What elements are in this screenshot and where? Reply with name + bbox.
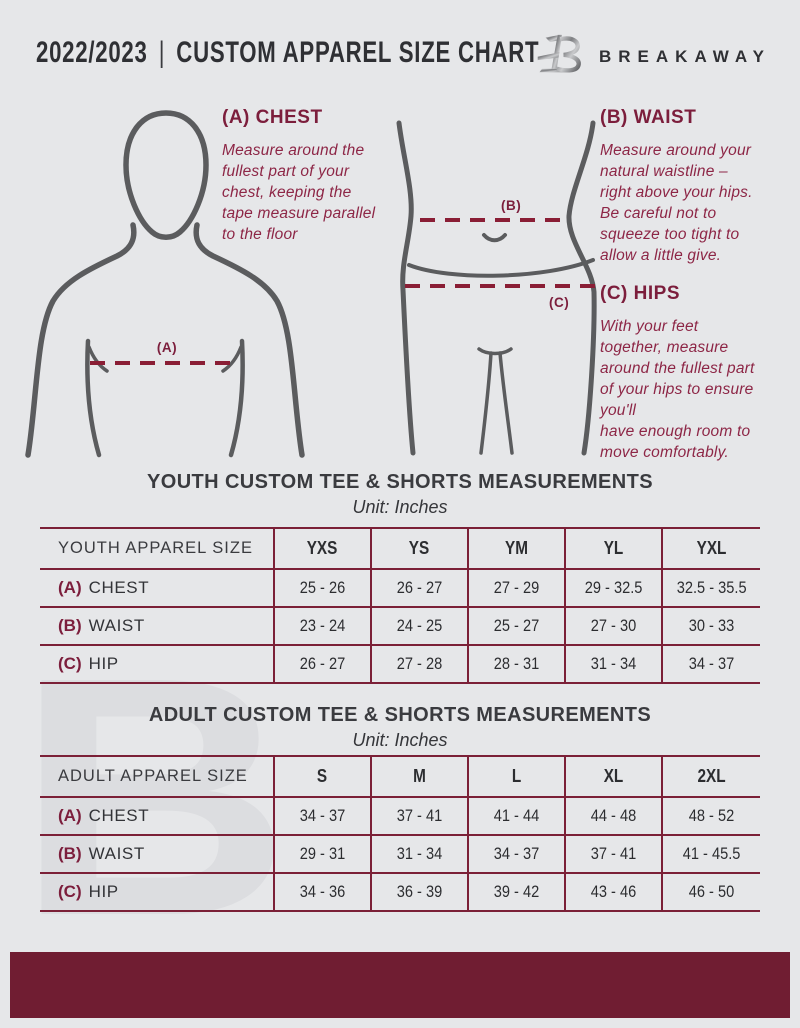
row-key: (C) bbox=[58, 882, 82, 901]
hips-body-text: With your feet together, measure around … bbox=[600, 318, 755, 461]
cell-value: 34 - 36 bbox=[299, 882, 346, 901]
adult-size-2xl: 2XL bbox=[697, 766, 726, 786]
cell-value: 28 - 31 bbox=[493, 654, 540, 673]
table-row: (C) HIP 34 - 36 36 - 39 39 - 42 43 - 46 4… bbox=[40, 872, 760, 912]
chest-instructions: (A) CHEST Measure around the fullest par… bbox=[222, 107, 407, 245]
cell-value: 25 - 27 bbox=[493, 616, 540, 635]
cell-value: 26 - 27 bbox=[396, 578, 443, 597]
title-divider: | bbox=[158, 36, 166, 69]
youth-size-col-header: YOUTH APPAREL SIZE bbox=[58, 539, 253, 557]
youth-size-yl: YL bbox=[603, 538, 624, 558]
cell-value: 41 - 44 bbox=[493, 806, 540, 825]
cell-value: 43 - 46 bbox=[590, 882, 637, 901]
youth-size-table: YOUTH APPAREL SIZE YXS YS YM YL YXL (A) C… bbox=[40, 527, 760, 684]
cell-value: 36 - 39 bbox=[396, 882, 443, 901]
row-label: WAIST bbox=[88, 844, 145, 863]
cell-value: 30 - 33 bbox=[688, 616, 735, 635]
cell-value: 37 - 41 bbox=[396, 806, 443, 825]
adult-size-l: L bbox=[511, 766, 522, 786]
cell-value: 39 - 42 bbox=[493, 882, 540, 901]
cell-value: 27 - 28 bbox=[396, 654, 443, 673]
row-key: (A) bbox=[58, 806, 82, 825]
table-row: (A) CHEST 34 - 37 37 - 41 41 - 44 44 - 48… bbox=[40, 796, 760, 836]
youth-table-title: YOUTH CUSTOM TEE & SHORTS MEASUREMENTS bbox=[147, 471, 653, 493]
adult-size-table: ADULT APPAREL SIZE S M L XL 2XL (A) CHEST… bbox=[40, 755, 760, 912]
footer-bar bbox=[10, 952, 790, 1018]
cell-value: 32.5 - 35.5 bbox=[676, 578, 747, 597]
row-label: CHEST bbox=[88, 578, 150, 597]
cell-value: 34 - 37 bbox=[688, 654, 735, 673]
adult-size-xl: XL bbox=[603, 766, 624, 786]
cell-value: 31 - 34 bbox=[590, 654, 637, 673]
cell-value: 24 - 25 bbox=[396, 616, 443, 635]
row-label: HIP bbox=[88, 882, 119, 901]
table-row: (C) HIP 26 - 27 27 - 28 28 - 31 31 - 34 3… bbox=[40, 644, 760, 684]
table-row: (B) WAIST 29 - 31 31 - 34 34 - 37 37 - 41… bbox=[40, 834, 760, 874]
adult-size-m: M bbox=[413, 766, 426, 786]
hips-marker-label: (C) bbox=[549, 295, 570, 310]
row-key: (B) bbox=[58, 844, 82, 863]
lower-body-figure bbox=[380, 118, 610, 463]
table-row: (A) CHEST 25 - 26 26 - 27 27 - 29 29 - 32… bbox=[40, 568, 760, 608]
chest-body-text: Measure around the fullest part of your … bbox=[222, 142, 376, 243]
row-label: HIP bbox=[88, 654, 119, 673]
cell-value: 26 - 27 bbox=[299, 654, 346, 673]
cell-value: 29 - 31 bbox=[299, 844, 346, 863]
adult-table-subtitle: Unit: Inches bbox=[352, 730, 448, 750]
youth-size-ys: YS bbox=[409, 538, 430, 558]
waist-marker-label: (B) bbox=[501, 198, 522, 213]
waist-instructions: (B) WAIST Measure around your natural wa… bbox=[600, 107, 795, 266]
chest-marker-label: (A) bbox=[156, 340, 178, 355]
cell-value: 34 - 37 bbox=[299, 806, 346, 825]
page-title: 2022/2023 | CUSTOM APPAREL SIZE CHART bbox=[36, 36, 539, 70]
chest-heading: (A) CHEST bbox=[222, 107, 323, 128]
cell-value: 48 - 52 bbox=[688, 806, 735, 825]
row-key: (B) bbox=[58, 616, 82, 635]
row-label: WAIST bbox=[88, 616, 145, 635]
cell-value: 23 - 24 bbox=[299, 616, 346, 635]
row-key: (A) bbox=[58, 578, 82, 597]
row-label: CHEST bbox=[88, 806, 150, 825]
youth-size-yxl: YXL bbox=[696, 538, 727, 558]
cell-value: 25 - 26 bbox=[299, 578, 346, 597]
adult-size-s: S bbox=[317, 766, 328, 786]
waist-heading: (B) WAIST bbox=[600, 107, 697, 128]
cell-value: 46 - 50 bbox=[688, 882, 735, 901]
cell-value: 37 - 41 bbox=[590, 844, 637, 863]
adult-table-title: ADULT CUSTOM TEE & SHORTS MEASUREMENTS bbox=[148, 704, 652, 726]
breakaway-b-logo-icon bbox=[536, 31, 588, 82]
adult-header-row: ADULT APPAREL SIZE S M L XL 2XL bbox=[40, 755, 760, 798]
row-key: (C) bbox=[58, 654, 82, 673]
cell-value: 44 - 48 bbox=[590, 806, 637, 825]
table-row: (B) WAIST 23 - 24 24 - 25 25 - 27 27 - 30… bbox=[40, 606, 760, 646]
cell-value: 34 - 37 bbox=[493, 844, 540, 863]
cell-value: 31 - 34 bbox=[396, 844, 443, 863]
youth-size-ym: YM bbox=[505, 538, 528, 558]
youth-table-subtitle: Unit: Inches bbox=[352, 497, 448, 517]
upper-body-figure bbox=[15, 103, 315, 463]
waist-body-text: Measure around your natural waistline – … bbox=[600, 142, 753, 264]
adult-size-col-header: ADULT APPAREL SIZE bbox=[58, 767, 248, 785]
hips-heading: (C) HIPS bbox=[600, 283, 680, 304]
youth-size-yxs: YXS bbox=[307, 538, 338, 558]
youth-header-row: YOUTH APPAREL SIZE YXS YS YM YL YXL bbox=[40, 527, 760, 570]
cell-value: 41 - 45.5 bbox=[682, 844, 741, 863]
title-text: CUSTOM APPAREL SIZE CHART bbox=[176, 36, 540, 69]
hips-instructions: (C) HIPS With your feet together, measur… bbox=[600, 283, 795, 463]
cell-value: 29 - 32.5 bbox=[584, 578, 643, 597]
title-year: 2022/2023 bbox=[36, 36, 148, 69]
cell-value: 27 - 30 bbox=[590, 616, 637, 635]
brand-wordmark: BREAKAWAY bbox=[599, 47, 771, 66]
cell-value: 27 - 29 bbox=[493, 578, 540, 597]
